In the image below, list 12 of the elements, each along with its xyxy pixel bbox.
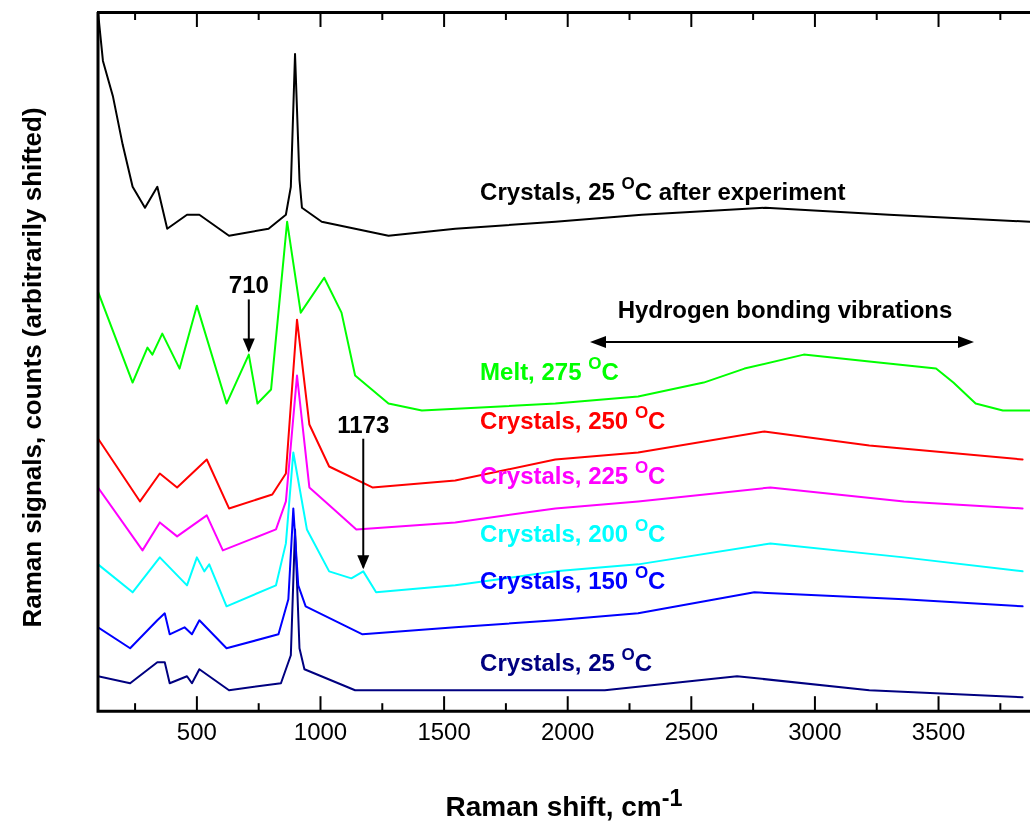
x-tick-label: 3500 bbox=[911, 718, 966, 746]
x-tick-label: 2000 bbox=[541, 718, 595, 746]
x-tick-label: 1500 bbox=[417, 718, 471, 746]
x-tick-label: 2500 bbox=[664, 718, 719, 746]
x-tick-label: 1000 bbox=[293, 718, 348, 746]
y-axis-title: Raman signals, counts (arbitrarily shifted) bbox=[16, 106, 48, 630]
x-axis-title: Raman shift, cm$^{-1}$ bbox=[444, 785, 684, 824]
annotation: Hydrogen bonding vibrations bbox=[616, 296, 954, 324]
x-tick-label: 3000 bbox=[788, 718, 842, 746]
x-tick-label: 500 bbox=[176, 718, 217, 746]
annotation: 1173 bbox=[337, 410, 390, 438]
annotation: 710 bbox=[228, 271, 269, 299]
